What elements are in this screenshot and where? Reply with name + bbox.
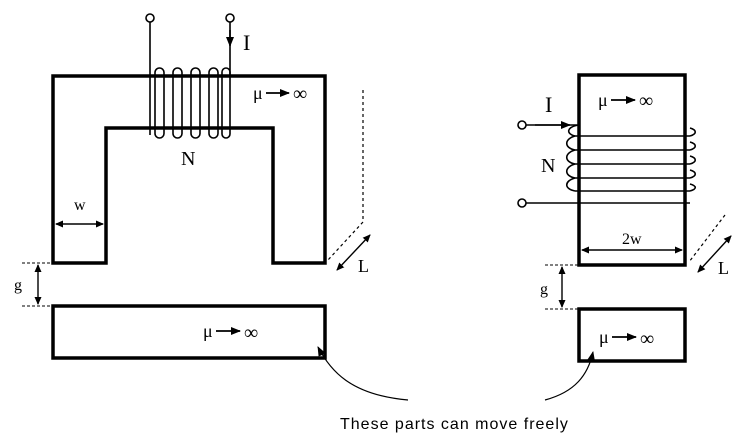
- right-depth-dimension: [697, 235, 732, 273]
- left-core-infinity: ∞: [293, 83, 307, 105]
- right-bar-mu: μ: [599, 327, 609, 347]
- left-coil-turn: [172, 67, 183, 139]
- left-bar-pointer: [317, 346, 409, 401]
- left-depth-ref-diagonal: [327, 221, 364, 261]
- movable-parts-caption: These parts can move freely: [340, 416, 569, 433]
- right-movable-bar: [577, 307, 687, 363]
- left-movable-bar: [51, 304, 327, 360]
- right-gap-label: g: [540, 281, 548, 298]
- right-width-label: 2w: [622, 231, 642, 248]
- left-coil-turn: [221, 67, 231, 139]
- right-coil-loop: [689, 155, 697, 165]
- left-turns-label: N: [181, 148, 195, 170]
- right-coil-loop: [689, 127, 697, 137]
- right-core-mu: μ: [598, 90, 608, 110]
- right-i-core: [577, 73, 687, 267]
- right-coil-loop: [565, 149, 576, 165]
- left-gap-label: g: [14, 277, 22, 294]
- right-coil-loop: [565, 135, 576, 151]
- left-bar-mu: μ: [203, 321, 213, 341]
- left-terminal-2: [225, 13, 235, 23]
- left-coil-turn: [208, 67, 219, 139]
- left-terminal-1: [145, 13, 155, 23]
- left-width-label: w: [74, 197, 86, 214]
- right-core-infinity: ∞: [639, 90, 653, 112]
- right-coil-loop: [565, 177, 576, 192]
- right-depth-ref-diagonal: [688, 214, 726, 263]
- left-depth-dimension: [336, 234, 371, 271]
- left-coil-turn: [190, 67, 201, 139]
- right-terminal-1: [517, 120, 527, 130]
- right-coil-loop: [567, 124, 580, 137]
- right-coil-loop: [689, 141, 697, 151]
- left-core-mu: μ: [253, 83, 263, 103]
- right-current-label: I: [545, 92, 552, 117]
- right-terminal-2: [517, 198, 527, 208]
- right-depth-label: L: [718, 258, 729, 278]
- left-depth-label: L: [358, 256, 369, 276]
- right-bar-infinity: ∞: [640, 328, 654, 350]
- left-u-core: [51, 74, 327, 265]
- right-bar-pointer: [544, 351, 595, 401]
- right-turns-label: N: [541, 155, 555, 177]
- right-coil-loop: [565, 163, 576, 179]
- right-coil-loop: [689, 183, 697, 192]
- right-coil-loop: [689, 169, 697, 179]
- left-bar-infinity: ∞: [244, 322, 258, 344]
- left-current-label: I: [243, 30, 250, 55]
- left-coil-turn: [154, 67, 165, 139]
